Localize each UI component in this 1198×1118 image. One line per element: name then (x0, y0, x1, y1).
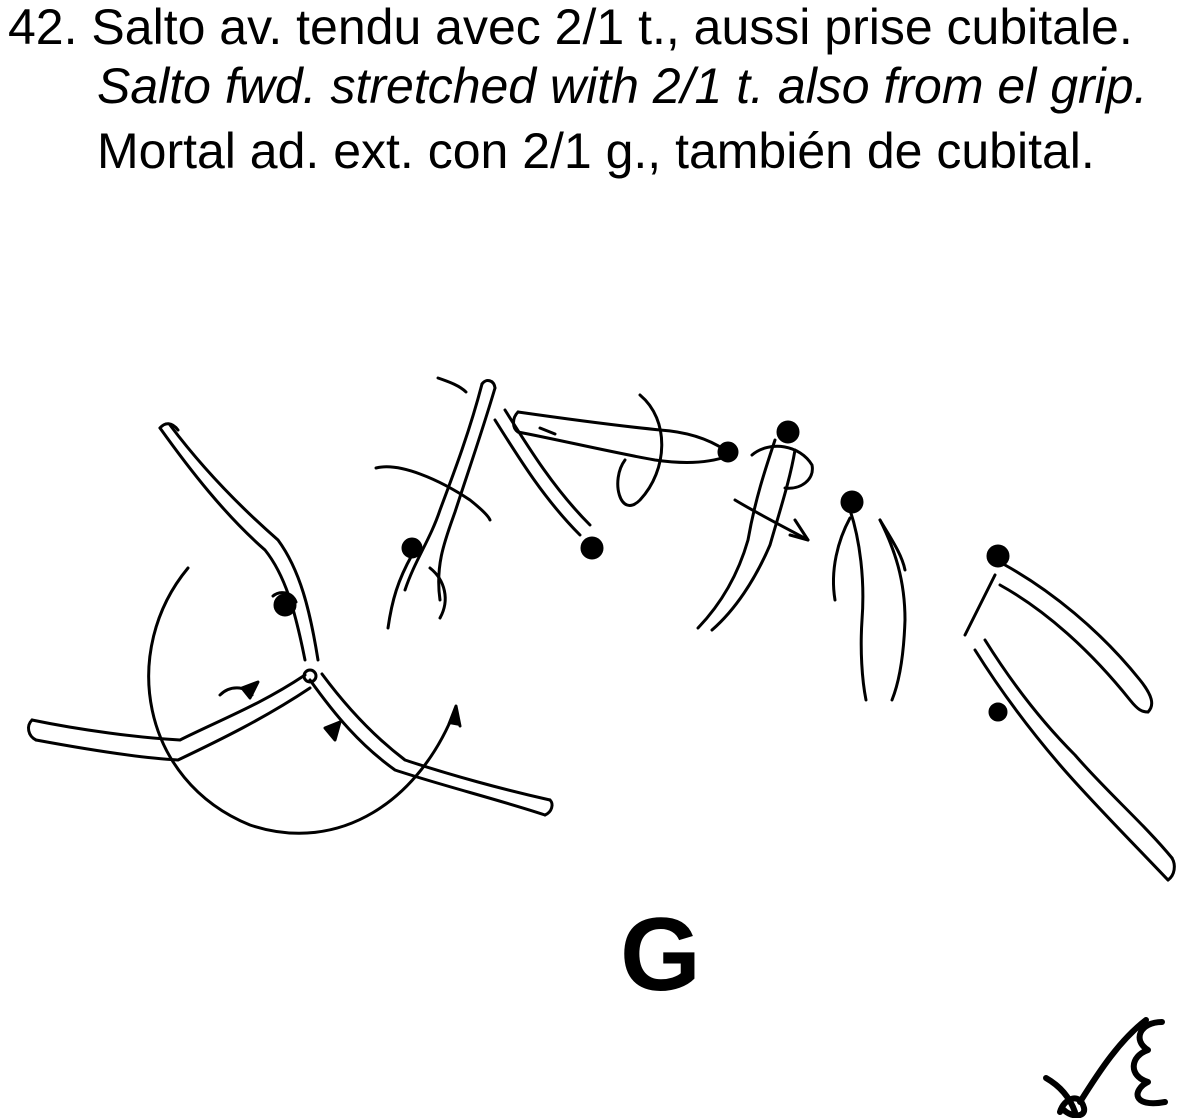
gymnast-figure-1 (160, 424, 318, 660)
gymnast-figure-7 (833, 492, 905, 700)
element-number: 42. (8, 0, 78, 55)
gymnast-figure-9 (975, 640, 1174, 880)
rotation-arrow-head (449, 706, 460, 726)
gymnast-figure-sequence (0, 340, 1198, 900)
difficulty-value: G (620, 897, 701, 1013)
gymnast-figure-8 (965, 546, 1152, 712)
gymnast-figure-4 (376, 378, 495, 628)
rotation-circle (149, 568, 455, 833)
description-spanish: Mortal ad. ext. con 2/1 g., también de c… (97, 123, 1095, 179)
description-french: 42. Salto av. tendu avec 2/1 t., aussi p… (8, 2, 1133, 52)
description-english: Salto fwd. stretched with 2/1 t. also fr… (97, 58, 1148, 114)
skill-symbol-icon (1038, 1012, 1183, 1118)
gymnast-figure-2 (29, 675, 310, 760)
gymnast-figure-3 (304, 670, 552, 815)
gymnast-figure-5 (495, 395, 737, 558)
text-french: Salto av. tendu avec 2/1 t., aussi prise… (91, 0, 1133, 55)
gymnast-figure-6 (698, 422, 812, 630)
